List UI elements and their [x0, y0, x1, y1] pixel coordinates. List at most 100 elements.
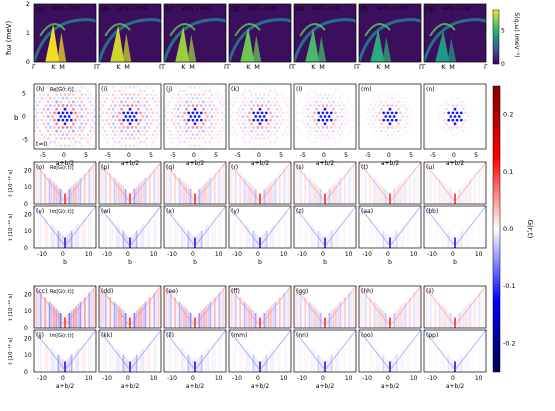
panel-label: (y)	[231, 208, 239, 215]
lattice-site	[143, 84, 147, 86]
lattice-x-tick: -5	[365, 152, 371, 159]
lattice-site	[438, 104, 442, 107]
spacetime-stripe	[335, 182, 337, 204]
lattice-site	[141, 115, 145, 118]
lattice-site	[321, 104, 325, 107]
lattice-site	[120, 129, 123, 133]
lattice-site	[187, 89, 191, 93]
lattice-site	[195, 104, 199, 107]
spectral-x-tick: Γ	[357, 63, 361, 71]
lattice-site	[195, 133, 199, 137]
spacetime-stripe	[413, 168, 416, 204]
spacetime-stripe	[341, 299, 344, 328]
spacetime-stripe	[402, 348, 405, 372]
lattice-site	[122, 133, 126, 137]
spacetime-stripe	[454, 317, 456, 328]
light-cone-edge	[424, 206, 486, 247]
spacetime-stripe	[297, 290, 300, 328]
spacetime-stripe	[176, 299, 179, 328]
spacetime-stripe	[272, 348, 275, 372]
spacetime-stripe	[313, 306, 315, 328]
lattice-site	[59, 93, 63, 96]
spacetime-stripe	[321, 235, 324, 248]
lattice-site	[457, 100, 461, 104]
lattice-site	[380, 93, 383, 96]
spacetime-stripe	[72, 228, 75, 248]
lattice-site	[252, 118, 256, 122]
spacetime-stripe	[339, 345, 342, 372]
spacetime-stripe	[425, 332, 428, 372]
lattice-site	[78, 84, 82, 86]
lattice-site	[334, 111, 337, 115]
spacetime-stripe	[438, 345, 441, 372]
lattice-site	[69, 111, 73, 115]
panel-s	[294, 162, 356, 204]
lattice-site	[124, 137, 128, 140]
spacetime-stripe	[191, 359, 194, 372]
lattice-site	[250, 144, 254, 148]
lattice-site	[206, 129, 210, 133]
spectral-x-tick: M	[189, 63, 195, 71]
spacetime-stripe	[92, 164, 95, 204]
lattice-site	[235, 140, 239, 144]
lattice-site	[399, 104, 402, 107]
spacetime-stripe	[346, 171, 348, 204]
spacetime-stripe	[415, 334, 418, 372]
time-x-tick: 0	[126, 251, 130, 258]
spacetime-stripe	[352, 332, 355, 372]
panel-label: (oo)	[361, 332, 373, 339]
spacetime-stripe	[281, 215, 283, 248]
lattice-site	[155, 104, 159, 107]
m-point-branch	[252, 35, 262, 62]
spacetime-stripe	[50, 224, 53, 248]
spacetime-stripe	[169, 336, 172, 372]
spacetime-stripe	[451, 315, 454, 328]
lattice-site	[308, 140, 312, 144]
lattice-site	[231, 118, 235, 122]
spectral-x-tick: Γ	[354, 63, 358, 71]
panel-l	[294, 84, 356, 149]
spacetime-stripe	[462, 228, 465, 248]
lattice-site	[164, 115, 168, 118]
panel-kk	[99, 330, 161, 372]
lattice-site	[78, 111, 82, 115]
lattice-site	[132, 85, 136, 89]
spacetime-stripe	[248, 306, 250, 328]
panel-label: (ll)	[166, 332, 174, 339]
spacetime-stripe	[476, 295, 478, 328]
lattice-site	[172, 93, 176, 96]
spacetime-stripe	[220, 210, 223, 248]
column-title: kBT/J = 0.075	[377, 6, 408, 12]
panel-frame	[98, 285, 162, 329]
lattice-site	[470, 122, 474, 126]
lattice-y-tick: 5	[22, 90, 26, 97]
lattice-site	[239, 111, 243, 115]
lattice-site	[61, 96, 65, 100]
lattice-site	[86, 133, 90, 137]
panel-frame	[163, 83, 227, 150]
spectral-x-tick: K	[181, 63, 186, 71]
lattice-site	[273, 140, 277, 144]
spacetime-stripe	[187, 354, 190, 372]
lattice-site	[65, 133, 69, 137]
lattice-site	[137, 144, 140, 148]
lattice-site	[51, 115, 54, 118]
spacetime-stripe	[37, 334, 40, 372]
lattice-site	[84, 137, 88, 140]
lattice-site	[134, 96, 138, 100]
spacetime-stripe	[462, 352, 465, 372]
spacetime-stripe	[241, 299, 244, 328]
lattice-site	[80, 93, 84, 96]
spacetime-stripe	[395, 230, 398, 248]
spacetime-stripe	[144, 177, 147, 204]
spacetime-stripe	[140, 350, 142, 372]
lattice-site	[210, 100, 214, 104]
spacetime-stripe	[202, 308, 205, 328]
lattice-site	[470, 115, 474, 118]
spacetime-stripe	[402, 224, 405, 248]
panel-frame	[228, 205, 292, 249]
lattice-site	[229, 122, 233, 126]
lattice-site	[95, 140, 96, 144]
lattice-site	[69, 96, 73, 100]
spacetime-stripe	[107, 171, 109, 204]
